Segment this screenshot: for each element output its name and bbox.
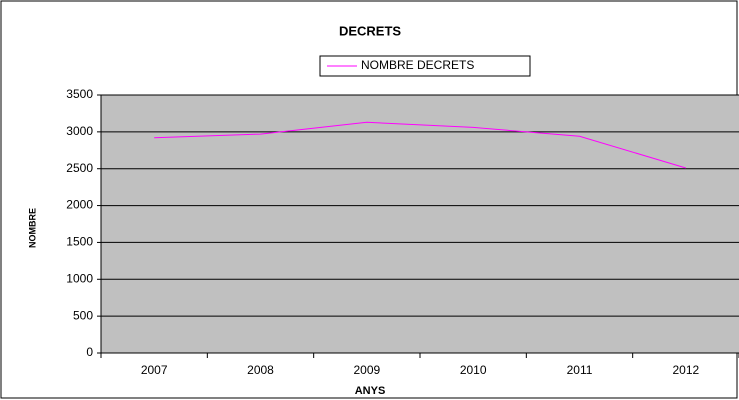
- series-line: [154, 121, 686, 169]
- x-tick-label: 2010: [460, 363, 487, 377]
- x-tick-label: 2011: [567, 363, 593, 377]
- y-tick-label: 3500: [66, 87, 93, 101]
- y-tick-label: 3000: [66, 124, 93, 138]
- legend-label: NOMBRE DECRETS: [361, 58, 474, 72]
- x-axis-label: ANYS: [355, 385, 386, 397]
- y-tick-label: 0: [86, 345, 93, 359]
- x-tick-label: 2007: [141, 363, 168, 377]
- y-tick-label: 2500: [66, 161, 93, 175]
- x-tick-label: 2009: [353, 363, 380, 377]
- y-tick-label: 1000: [66, 271, 93, 285]
- x-tick-label: 2012: [672, 363, 699, 377]
- plot-area: [101, 95, 739, 353]
- y-tick-label: 1500: [66, 235, 93, 249]
- y-tick-label: 2000: [66, 198, 93, 212]
- x-tick-label: 2008: [247, 363, 274, 377]
- y-axis-label: NOMBRE: [27, 208, 37, 248]
- legend-box: [319, 55, 531, 77]
- chart-title: DECRETS: [339, 23, 401, 38]
- y-tick-label: 500: [73, 308, 93, 322]
